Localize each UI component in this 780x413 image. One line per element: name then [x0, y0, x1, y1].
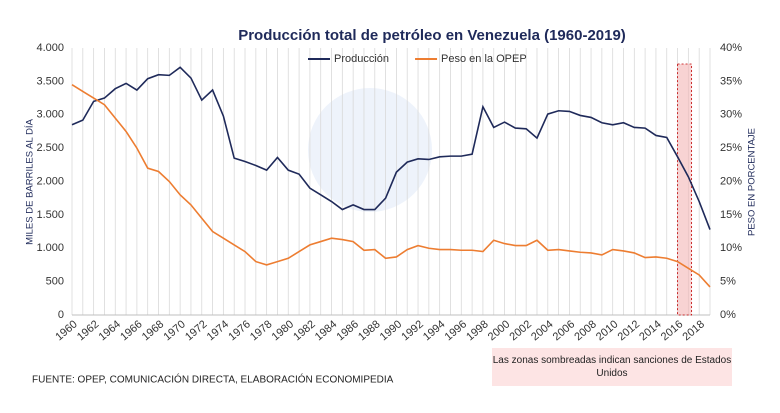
sanction-band: [677, 63, 693, 316]
y2-tick-label: 35%: [720, 75, 742, 87]
x-tick-label: 1988: [356, 318, 382, 343]
x-tick-label: 1986: [334, 318, 360, 343]
series-line: [71, 84, 711, 288]
source: FUENTE: OPEP, COMUNICACIÓN DIRECTA, ELAB…: [32, 373, 394, 386]
annotation-box: [492, 348, 732, 386]
x-tick-label: 1962: [75, 318, 101, 343]
y2-tick-label: 15%: [720, 209, 742, 221]
y2-tick-label: 0%: [720, 309, 736, 321]
x-tick-label: 2008: [572, 318, 598, 343]
y-tick-label: 0: [58, 309, 64, 321]
y2-tick-label: 5%: [720, 276, 736, 288]
series-line: [71, 66, 711, 230]
x-tick-label: 1970: [161, 318, 187, 343]
x-tick-label: 2018: [681, 318, 707, 343]
x-tick-label: 1998: [464, 318, 490, 343]
x-tick-label: 1964: [97, 318, 123, 343]
watermark: [308, 88, 432, 212]
x-tick-label: 1974: [205, 318, 231, 343]
x-tick-label: 1984: [313, 318, 339, 343]
x-tick-label: 1976: [226, 318, 252, 343]
y-tick-label: 2.500: [36, 142, 64, 154]
legend-label: Peso en la OPEP: [441, 53, 527, 65]
y2-tick-label: 40%: [720, 42, 742, 54]
x-tick-label: 1994: [421, 318, 447, 343]
x-tick-label: 2002: [507, 318, 533, 343]
chart-title: Producción total de petróleo en Venezuel…: [238, 27, 626, 44]
y2-axis-title: PESO EN PORCENTAJE: [747, 128, 758, 236]
y-tick-label: 3.000: [36, 109, 64, 121]
x-tick-label: 2010: [594, 318, 620, 343]
legend-label: Producción: [334, 53, 389, 65]
x-tick-label: 2016: [659, 318, 685, 343]
x-tick-label: 2014: [637, 318, 663, 343]
x-tick-label: 1996: [443, 318, 469, 343]
y-tick-label: 1.000: [36, 242, 64, 254]
x-tick-label: 1990: [378, 318, 404, 343]
x-tick-label: 1992: [399, 318, 425, 343]
y2-tick-label: 25%: [720, 142, 742, 154]
x-tick-label: 1968: [140, 318, 166, 343]
x-tick-label: 1982: [291, 318, 317, 343]
x-tick-label: 1972: [183, 318, 209, 343]
y-tick-label: 1.500: [36, 209, 64, 221]
annotation: Las zonas sombreadas indican sanciones d…: [492, 355, 732, 379]
x-tick-label: 1960: [53, 318, 79, 343]
y2-tick-label: 10%: [720, 242, 742, 254]
y-tick-label: 4.000: [36, 42, 64, 54]
y-tick-label: 3.500: [36, 75, 64, 87]
x-tick-label: 1980: [270, 318, 296, 343]
x-tick-label: 2006: [551, 318, 577, 343]
annotation-wrap: Las zonas sombreadas indican sanciones d…: [492, 355, 732, 379]
x-tick-label: 2000: [486, 318, 512, 343]
y2-tick-label: 30%: [720, 109, 742, 121]
y2-tick-label: 20%: [720, 175, 742, 187]
x-tick-label: 2004: [529, 318, 555, 343]
y-tick-label: 2.000: [36, 175, 64, 187]
x-tick-label: 1966: [118, 318, 144, 343]
y-axis-title: MILES DE BARRILES AL DÍA: [25, 118, 36, 244]
x-tick-label: 2012: [616, 318, 642, 343]
y-tick-label: 500: [46, 276, 64, 288]
x-tick-label: 1978: [248, 318, 274, 343]
